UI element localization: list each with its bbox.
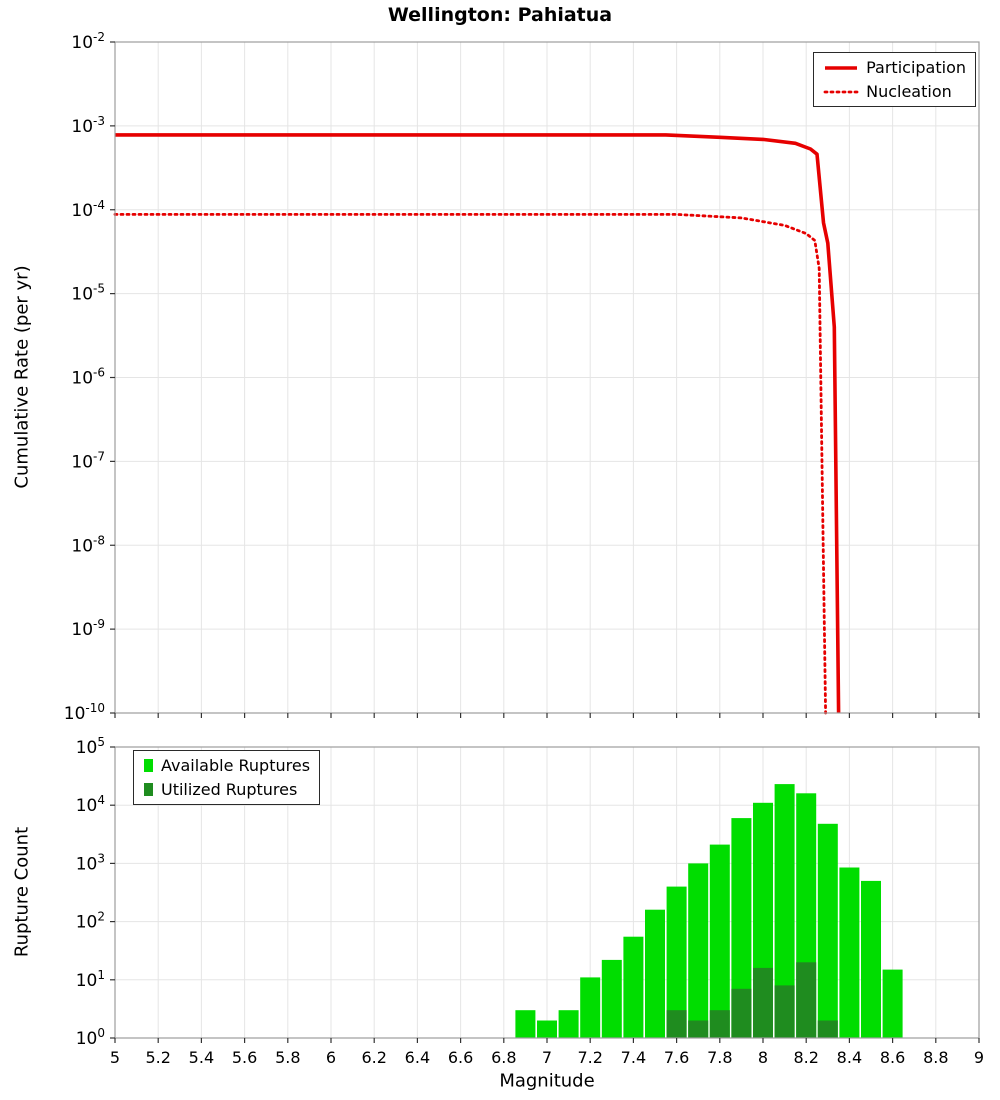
- bar: [666, 1010, 687, 1038]
- x-tick-label: 8: [758, 1048, 768, 1067]
- x-tick-label: 7: [542, 1048, 552, 1067]
- legend-label-nucleation: Nucleation: [866, 82, 952, 101]
- x-tick-label: 6.4: [405, 1048, 430, 1067]
- legend-label-participation: Participation: [866, 58, 966, 77]
- legend-item-participation: Participation: [823, 58, 966, 77]
- count-chart-ticks: [110, 746, 980, 1043]
- y-tick-label: 102: [76, 910, 105, 933]
- y-tick-label: 10-6: [71, 366, 105, 389]
- x-tick-label: 8.2: [793, 1048, 818, 1067]
- x-tick-label: 5.6: [232, 1048, 257, 1067]
- y-tick-label: 10-10: [64, 701, 105, 724]
- bar: [774, 784, 795, 1038]
- rate-chart-ticks: [110, 41, 980, 718]
- x-tick-label: 7.2: [577, 1048, 602, 1067]
- rate-chart-grid: [114, 41, 980, 714]
- bar: [817, 1020, 838, 1038]
- x-tick-label: 5.2: [145, 1048, 170, 1067]
- bar: [558, 1010, 579, 1038]
- y-tick-label: 10-7: [71, 449, 105, 472]
- x-tick-label: 5.4: [189, 1048, 214, 1067]
- bar: [882, 969, 903, 1038]
- rate-legend: Participation Nucleation: [813, 52, 976, 107]
- x-tick-label: 6.6: [448, 1048, 473, 1067]
- legend-label-utilized-ruptures: Utilized Ruptures: [161, 780, 298, 799]
- bar: [709, 1010, 730, 1038]
- y-tick-label: 10-8: [71, 533, 105, 556]
- bar: [731, 988, 752, 1038]
- x-tick-label: 5: [110, 1048, 120, 1067]
- series-line-participation: [115, 133, 841, 714]
- rate-chart: 10-10 10-9 10-8 10-7 10-6 10-5 10-4 10-3 10-2: [64, 30, 980, 724]
- chart-title: Wellington: Pahiatua: [387, 4, 613, 26]
- utilized-swatch-rect: [144, 783, 153, 796]
- bar: [688, 1020, 709, 1038]
- y-tick-label: 104: [76, 793, 105, 816]
- x-tick-label: 7.6: [664, 1048, 689, 1067]
- available-ruptures-bars: [515, 784, 903, 1038]
- x-tick-label: 5.8: [275, 1048, 300, 1067]
- available-ruptures-swatch: [144, 759, 153, 772]
- bar: [537, 1020, 557, 1038]
- x-tick-label: 8.6: [880, 1048, 905, 1067]
- rupture-legend: Available Ruptures Utilized Ruptures: [133, 750, 321, 805]
- participation-line-swatch: [825, 65, 858, 70]
- utilized-ruptures-bars: [666, 962, 838, 1038]
- bar: [645, 909, 665, 1038]
- y-tick-label: 101: [76, 968, 105, 991]
- rate-chart-y-tick-labels: 10-10 10-9 10-8 10-7 10-6 10-5 10-4 10-3 10-2: [64, 30, 105, 724]
- x-tick-label: 9: [974, 1048, 984, 1067]
- bar: [688, 863, 709, 1038]
- bar: [774, 985, 795, 1038]
- y-tick-label: 100: [76, 1026, 105, 1049]
- x-tick-label: 8.4: [837, 1048, 862, 1067]
- utilized-ruptures-swatch: [144, 783, 153, 796]
- y-tick-label: 10-3: [71, 114, 105, 137]
- x-tick-label: 6.2: [361, 1048, 386, 1067]
- count-chart-y-tick-labels: 100 101 102 103 104 105: [76, 735, 105, 1049]
- bar: [515, 1010, 536, 1038]
- bar: [623, 936, 644, 1038]
- bar: [731, 818, 752, 1038]
- bar: [817, 823, 838, 1038]
- y-tick-label: 10-9: [71, 617, 105, 640]
- x-tick-label: 8.8: [923, 1048, 948, 1067]
- count-chart-x-tick-labels: 5 5.2 5.4 5.6 5.8 6 6.2 6.4 6.6 6.8 7 7.2 7.4 7.6 7.8 8…: [110, 1048, 984, 1067]
- series-line-nucleation: [113, 212, 827, 715]
- y-tick-label: 10-2: [71, 30, 105, 53]
- bar: [580, 977, 601, 1038]
- bar: [861, 880, 881, 1038]
- legend-item-utilized-ruptures: Utilized Ruptures: [143, 780, 310, 799]
- y-tick-label: 103: [76, 851, 105, 874]
- available-swatch-rect: [144, 759, 153, 772]
- x-tick-label: 6.8: [491, 1048, 516, 1067]
- bar: [796, 962, 817, 1038]
- y-axis-label-cumulative-rate: Cumulative Rate (per yr): [11, 265, 33, 489]
- nucleation-line-swatch: [823, 90, 859, 93]
- bar: [839, 867, 860, 1038]
- x-tick-label: 6: [326, 1048, 336, 1067]
- bar: [601, 959, 622, 1038]
- x-axis-label-magnitude: Magnitude: [499, 1070, 595, 1092]
- legend-item-nucleation: Nucleation: [823, 82, 966, 101]
- y-axis-label-rupture-count: Rupture Count: [11, 826, 33, 958]
- bar: [709, 844, 730, 1038]
- bar: [753, 967, 773, 1038]
- legend-label-available-ruptures: Available Ruptures: [161, 756, 311, 775]
- x-tick-label: 7.8: [707, 1048, 732, 1067]
- legend-item-available-ruptures: Available Ruptures: [143, 756, 310, 775]
- bar: [666, 886, 687, 1038]
- y-tick-label: 10-4: [71, 198, 105, 221]
- x-tick-label: 7.4: [621, 1048, 646, 1067]
- y-tick-label: 105: [76, 735, 105, 758]
- y-tick-label: 10-5: [71, 282, 105, 305]
- count-chart: 100 101 102 103 104 105 5 5.2 5.4 5.6 5.8 6 6.2 6.4 6.…: [76, 735, 984, 1067]
